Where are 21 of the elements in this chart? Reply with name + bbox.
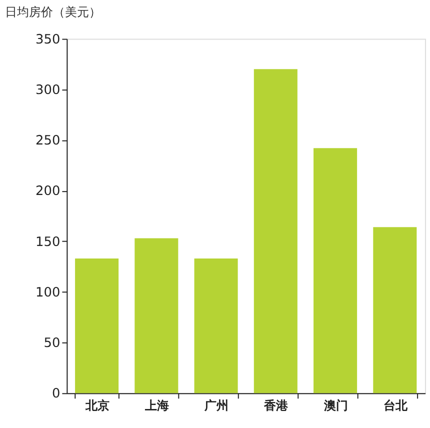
x-tick-label: 上海	[144, 398, 169, 413]
bar	[194, 258, 238, 394]
bar	[134, 238, 178, 394]
y-tick-label: 300	[36, 82, 60, 98]
bar	[373, 227, 417, 394]
bar	[75, 258, 119, 394]
x-tick-label: 澳门	[322, 398, 348, 413]
y-tick-label: 100	[36, 285, 60, 300]
y-tick-label: 0	[52, 386, 60, 402]
y-tick-label: 350	[36, 32, 60, 48]
x-tick-label: 广州	[204, 398, 229, 413]
y-tick-label: 50	[44, 336, 60, 351]
x-tick-label: 香港	[263, 398, 290, 413]
x-tick-label: 北京	[84, 398, 110, 413]
y-tick-label: 200	[36, 184, 60, 200]
bar	[254, 69, 298, 394]
y-tick-label: 250	[36, 134, 60, 149]
chart-title: 日均房价（美元）	[5, 4, 102, 19]
y-tick-label: 150	[36, 234, 60, 250]
x-tick-label: 台北	[383, 398, 408, 413]
bar	[314, 148, 358, 394]
